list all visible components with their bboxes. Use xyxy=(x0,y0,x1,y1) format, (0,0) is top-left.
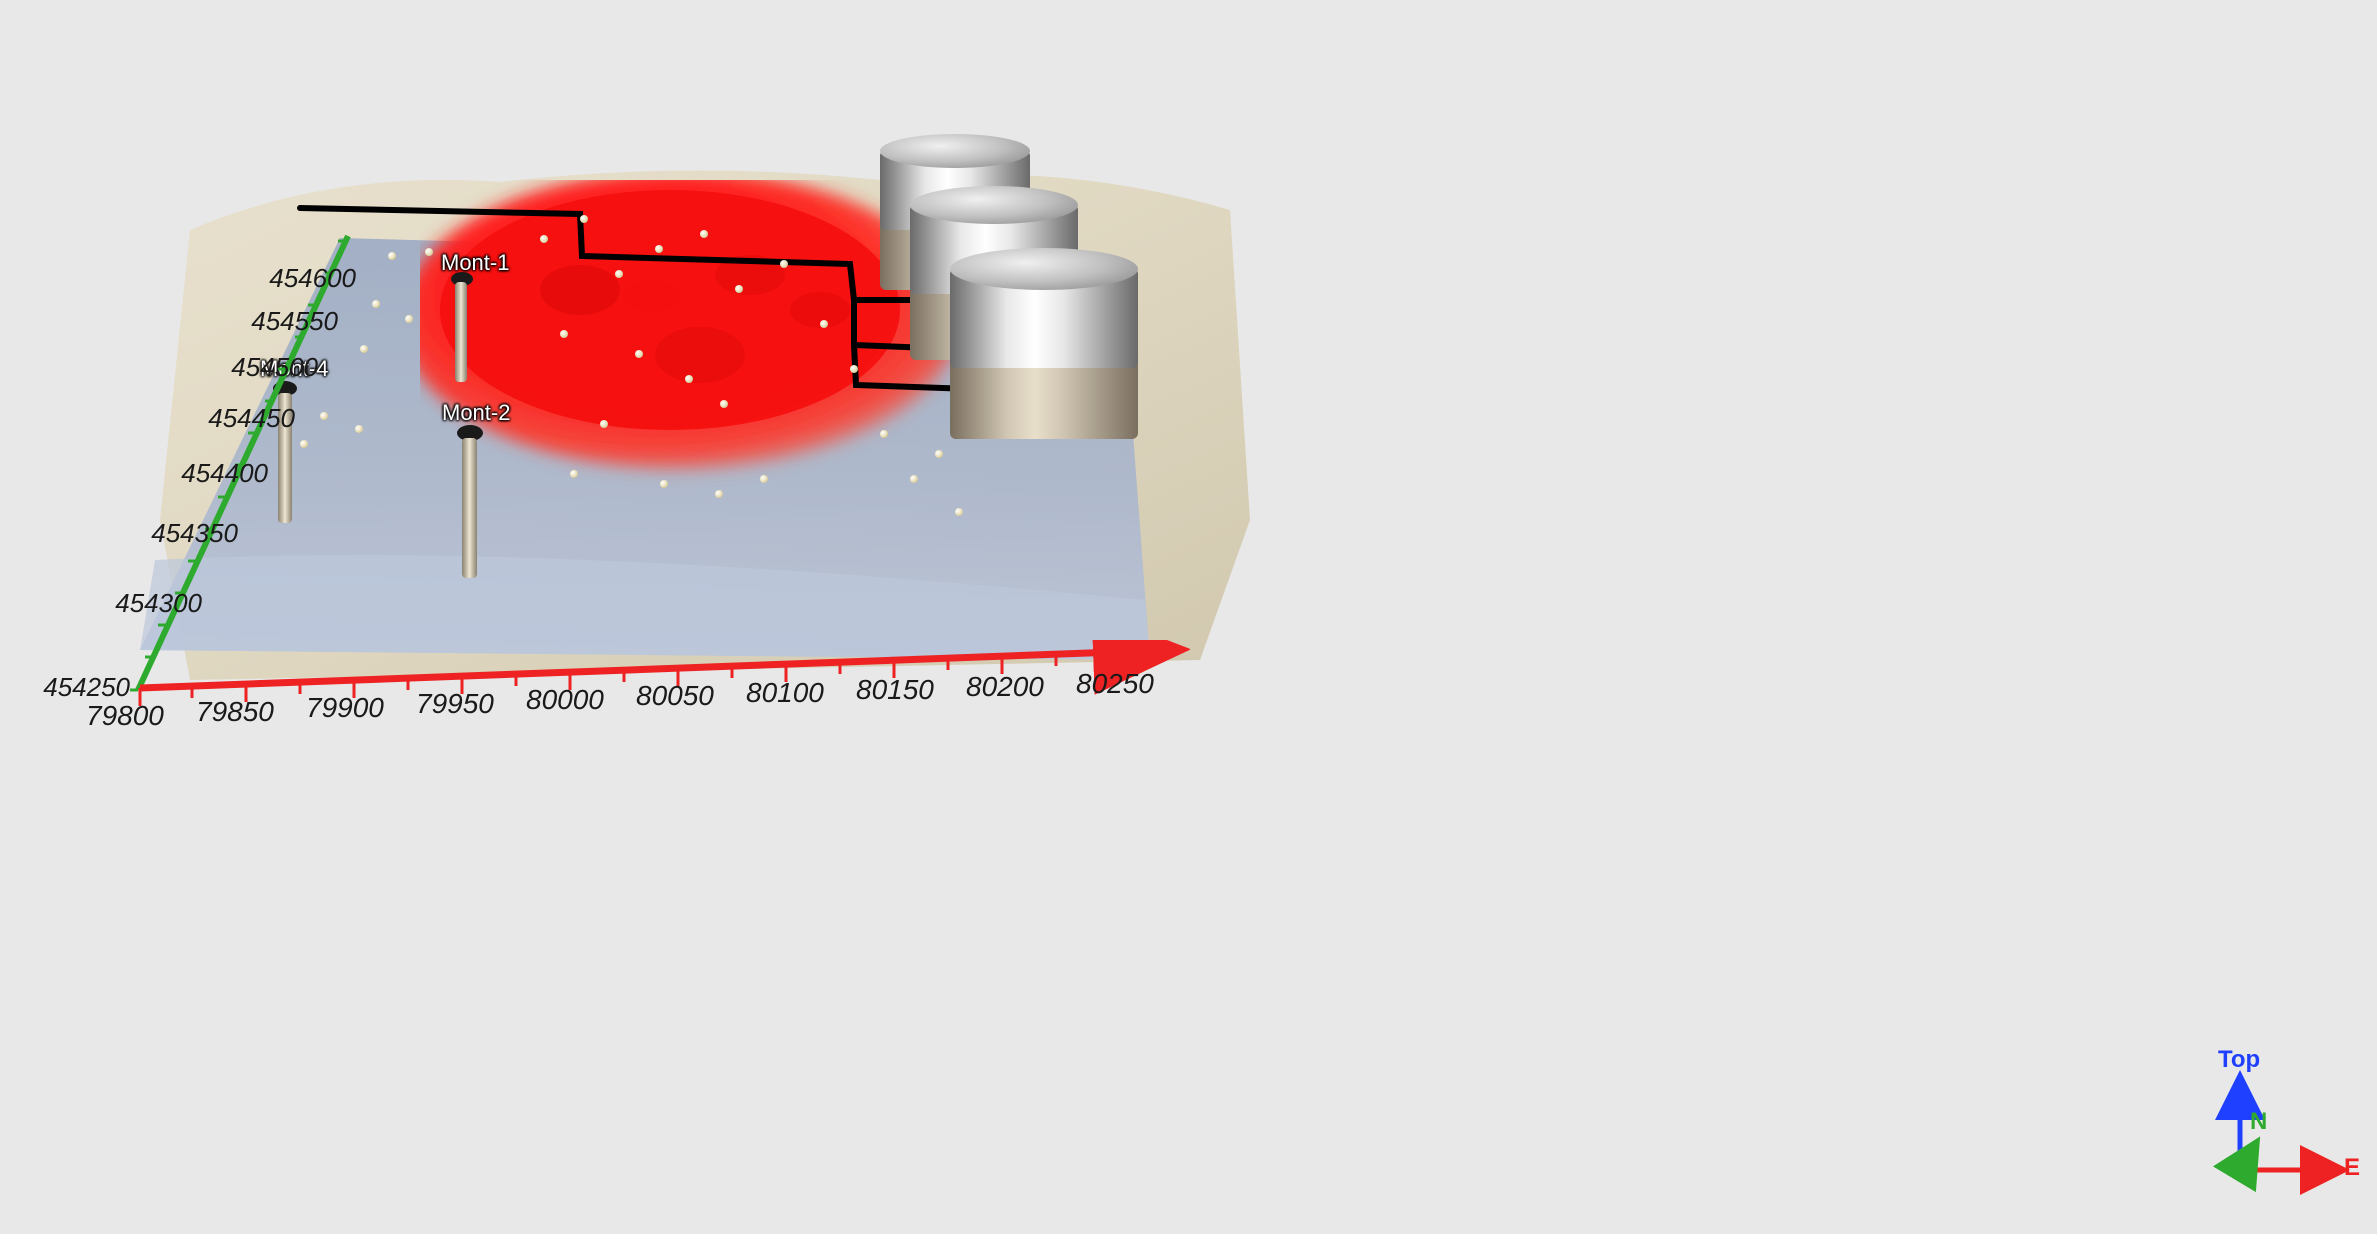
x-tick-79850: 79850 xyxy=(196,696,274,728)
y-tick-454500: 454500 xyxy=(208,352,318,383)
storage-tank-front xyxy=(950,242,1138,442)
x-tick-79950: 79950 xyxy=(416,688,494,720)
y-tick-454600: 454600 xyxy=(246,263,356,294)
well-mont-2-label: Mont-2 xyxy=(442,400,510,426)
compass-axes-indicator: Top N E xyxy=(2200,1050,2360,1210)
x-tick-80000: 80000 xyxy=(526,684,604,716)
x-tick-80100: 80100 xyxy=(746,677,824,709)
y-tick-454400: 454400 xyxy=(158,458,268,489)
compass-n-label: N xyxy=(2250,1108,2267,1136)
y-tick-454350: 454350 xyxy=(128,518,238,549)
x-tick-79900: 79900 xyxy=(306,692,384,724)
y-tick-454300: 454300 xyxy=(92,588,202,619)
compass-top-label: Top xyxy=(2218,1046,2260,1074)
compass-e-label: E xyxy=(2344,1154,2360,1182)
x-tick-79800: 79800 xyxy=(86,700,164,732)
scene-3d-site-model: Mont-1 Mont-4 Mont-2 xyxy=(0,0,2377,1234)
x-tick-80200: 80200 xyxy=(966,671,1044,703)
y-tick-454550: 454550 xyxy=(228,306,338,337)
x-tick-80050: 80050 xyxy=(636,680,714,712)
x-tick-80150: 80150 xyxy=(856,674,934,706)
y-tick-454450: 454450 xyxy=(185,403,295,434)
y-tick-454250: 454250 xyxy=(20,672,130,703)
well-mont-1-label: Mont-1 xyxy=(441,250,509,276)
x-tick-80250: 80250 xyxy=(1076,668,1154,700)
